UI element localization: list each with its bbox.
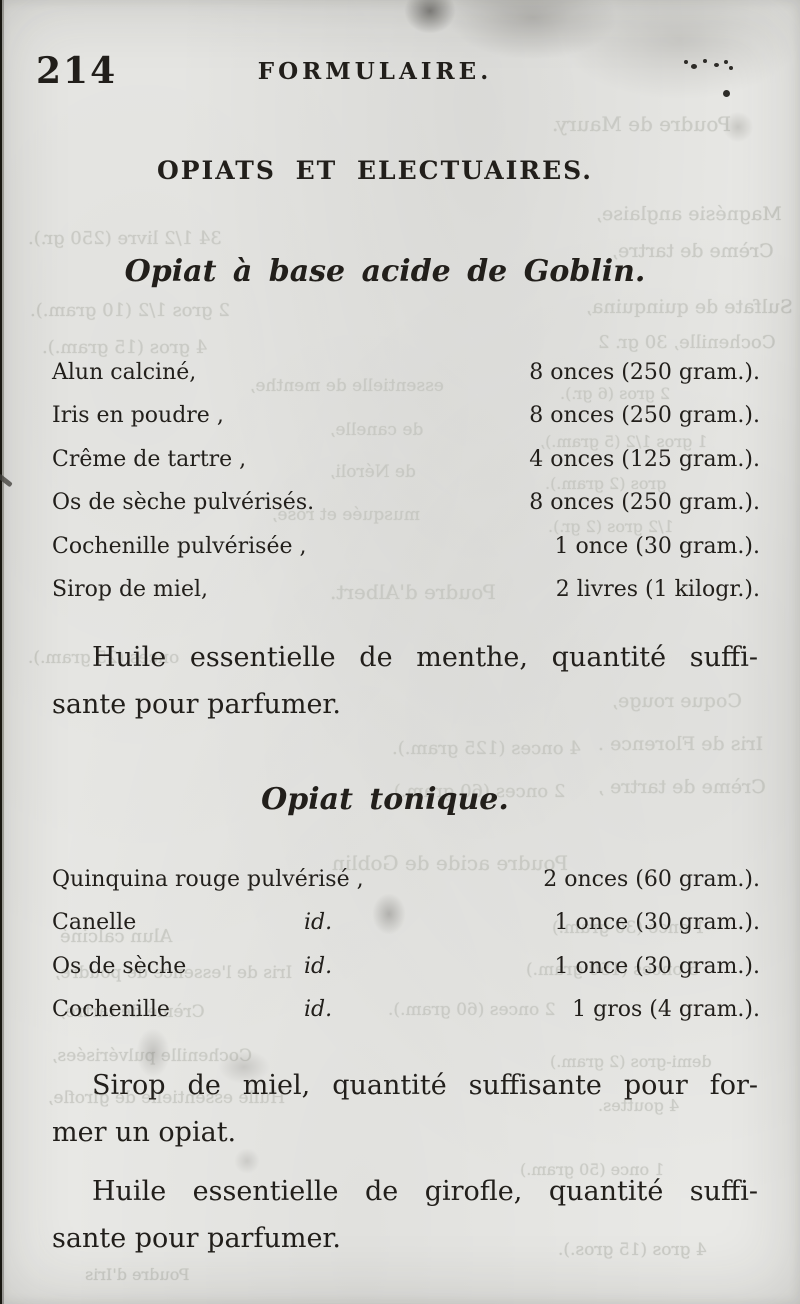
bleedthrough-text: 34 1/2 livre (250 gr.). (28, 228, 222, 249)
ingredient-quantity: 8 onces (250 gram.). (529, 360, 760, 385)
scan-edge-shadow (2, 0, 4, 1304)
ink-speck (729, 66, 733, 70)
scan-edge (0, 0, 2, 1304)
ingredient-quantity: 8 onces (250 gram.). (529, 403, 760, 429)
note-line: sante pour parfumer. (52, 1223, 341, 1254)
ingredient-name: Canelle (52, 910, 137, 936)
ingredient-row: Cochenille pulvérisée , 1 once (30 gram.… (52, 534, 760, 577)
ingredient-row: Iris en poudre , 8 onces (250 gram.). (52, 403, 760, 446)
running-title: FORMULAIRE. (257, 58, 493, 85)
note-line: Sirop de miel, quantité suffisante pour … (92, 1070, 758, 1101)
ingredient-row: Alun calciné, 8 onces (250 gram.). (52, 360, 760, 403)
note-line: Huile essentielle de menthe, quantité su… (92, 642, 758, 673)
smudge (448, 0, 618, 60)
note-line: Huile essentielle de girofle, quantité s… (92, 1176, 758, 1207)
ingredient-quantity: 2 livres (1 kilogr.). (555, 576, 760, 602)
bleedthrough-text: Poudre de Maury. (552, 112, 731, 136)
note-line: mer un opiat. (52, 1117, 237, 1148)
bleedthrough-text: 4 onces (125 gram.). (392, 738, 581, 759)
ink-dot (723, 90, 730, 97)
recipe1-note: Huile essentielle de menthe, quantité su… (52, 634, 758, 728)
ingredient-row: Os de sèche id. 1 once (30 gram.). (52, 954, 760, 997)
ingredient-row: Sirop de miel, 2 livres (1 kilogr.). (52, 577, 760, 620)
recipe2-note2: Huile essentielle de girofle, quantité s… (52, 1168, 758, 1262)
ink-speck (691, 64, 697, 69)
ingredient-quantity: 1 gros (4 gram.). (572, 997, 760, 1023)
ingredient-idem: id. (304, 910, 333, 936)
smudge (560, 0, 800, 100)
bleedthrough-text: 2 gros 1/2 (10 gram.). (30, 300, 230, 321)
recipe2-title: Opiat tonique. (261, 782, 509, 817)
ingredient-name: Crême de tartre , (52, 446, 247, 472)
ink-speck (703, 59, 707, 63)
ink-speck (724, 60, 728, 64)
ingredient-name: Sirop de miel, (52, 576, 208, 602)
page-number: 214 (36, 50, 118, 92)
ingredient-row: Os de sèche pulvérisés. 8 onces (250 gra… (52, 490, 760, 533)
ingredient-name: Cochenille pulvérisée , (52, 533, 307, 559)
bleedthrough-text: 4 gros (15 gram.). (42, 337, 208, 358)
ingredient-quantity: 1 once (30 gram.). (554, 533, 760, 559)
ink-speck (714, 63, 719, 67)
ingredient-name: Os de sèche (52, 953, 187, 979)
section-heading: OPIATS ET ELECTUAIRES. (156, 156, 594, 185)
ingredient-quantity: 4 onces (125 gram.). (529, 446, 760, 472)
recipe1-ingredient-list: Alun calciné, 8 onces (250 gram.). Iris … (52, 360, 760, 620)
bleedthrough-text: Cochenille, 30 gr. 2 (598, 332, 776, 353)
ingredient-quantity: 1 once (30 gram.). (554, 910, 760, 936)
ingredient-name: Quinquina rouge pulvérisé , (52, 867, 364, 892)
ingredient-name: Cochenille (52, 997, 170, 1023)
ingredient-row: Canelle id. 1 once (30 gram.). (52, 910, 760, 953)
recipe1-title: Opiat à base acide de Goblin. (124, 254, 646, 289)
bleedthrough-text: Iris de Florence . (598, 733, 764, 755)
ink-stain (404, 0, 456, 34)
recipe2-note1: Sirop de miel, quantité suffisante pour … (52, 1062, 758, 1156)
ingredient-quantity: 8 onces (250 gram.). (529, 490, 760, 516)
ingredient-row: Cochenille id. 1 gros (4 gram.). (52, 997, 760, 1040)
ingredient-quantity: 1 once (30 gram.). (554, 953, 760, 979)
bleedthrough-text: Sulfate de quinquina, (586, 296, 793, 318)
ingredient-idem: id. (304, 953, 333, 979)
ingredient-row: Crême de tartre , 4 onces (125 gram.). (52, 447, 760, 490)
recipe2-ingredient-list: Quinquina rouge pulvérisé , 2 onces (60 … (52, 867, 760, 1041)
ingredient-row: Quinquina rouge pulvérisé , 2 onces (60 … (52, 867, 760, 910)
ingredient-idem: id. (304, 997, 333, 1023)
note-line: sante pour parfumer. (52, 689, 341, 720)
ingredient-name: Os de sèche pulvérisés. (52, 490, 315, 516)
ingredient-name: Alun calciné, (52, 360, 197, 385)
bleedthrough-text: Magnésie anglaise, (596, 203, 782, 225)
smudge (722, 112, 754, 142)
ink-speck (684, 60, 688, 64)
bleedthrough-text: Poudre d'Iris (85, 1265, 190, 1284)
ingredient-quantity: 2 onces (60 gram.). (543, 867, 760, 892)
ingredient-name: Iris en poudre , (52, 403, 224, 429)
